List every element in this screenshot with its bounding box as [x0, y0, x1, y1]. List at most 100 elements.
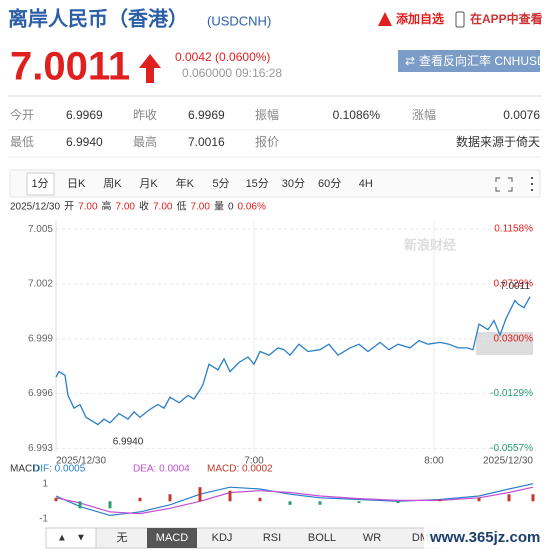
- legend-entry: DIF: 0.0005: [33, 464, 86, 475]
- change: 0.0042 (0.0600%): [175, 50, 270, 64]
- macd-bar: [318, 501, 322, 505]
- info-label: 开: [64, 202, 74, 213]
- info-value: 7.00: [116, 202, 136, 213]
- macd-bar: [288, 501, 292, 505]
- x-tick-label: 8:00: [424, 456, 444, 467]
- tab[interactable]: 月K: [139, 178, 158, 190]
- macd-bar: [396, 501, 400, 504]
- macd-title: MACD: [10, 464, 39, 475]
- macd-bar: [108, 501, 112, 509]
- stat-label: 涨幅: [412, 107, 436, 122]
- tab[interactable]: 5分: [212, 177, 229, 190]
- macd-bar: [258, 497, 262, 502]
- tab[interactable]: 年K: [176, 176, 195, 190]
- tab[interactable]: 30分: [282, 177, 305, 190]
- y-tick-label: 6.993: [28, 443, 53, 454]
- macd-bar: [438, 499, 442, 502]
- watch-icon[interactable]: [378, 12, 392, 26]
- open-app[interactable]: 在APP中查看: [470, 11, 543, 26]
- macd-bar: [198, 487, 202, 502]
- indicator-tab[interactable]: 无: [117, 532, 128, 544]
- macd-line: [55, 486, 534, 515]
- y2-tick-label: 0.1158%: [494, 224, 533, 235]
- stat-value: 6.9969: [66, 108, 103, 122]
- macd-bar: [507, 494, 511, 502]
- tab[interactable]: 周K: [103, 177, 122, 190]
- info-label: 高: [102, 200, 112, 213]
- add-watch[interactable]: 添加自选: [396, 11, 444, 26]
- title: 离岸人民币（香港）: [8, 6, 188, 30]
- y-tick-label: 6.996: [28, 388, 53, 399]
- macd-bar: [78, 501, 82, 509]
- stat-value: 0.1086%: [333, 108, 381, 122]
- site-watermark: www.365jz.com: [429, 529, 540, 546]
- indicator-tab[interactable]: BOLL: [308, 532, 336, 544]
- phone-icon[interactable]: [455, 11, 465, 28]
- reverse-button[interactable]: [398, 50, 540, 72]
- code: (USDCNH): [207, 13, 271, 28]
- watermark: 新浪财经: [404, 237, 456, 252]
- indicator-selected: [147, 528, 197, 548]
- y2-tick-label: 0.0729%: [494, 279, 534, 290]
- tab[interactable]: 60分: [318, 177, 341, 190]
- indicator-tab[interactable]: WR: [363, 532, 381, 544]
- y-tick-label: -1: [39, 514, 48, 525]
- y-tick-label: 7.002: [28, 279, 53, 290]
- tab-selected: [26, 172, 55, 196]
- indicator-tab[interactable]: KDJ: [212, 532, 233, 544]
- macd-bar: [54, 497, 58, 502]
- info-value: 7.00: [190, 202, 210, 213]
- x-tick-label: 2025/12/30: [483, 456, 533, 467]
- macd-bar: [531, 494, 535, 502]
- tab[interactable]: 日K: [67, 178, 86, 190]
- macd-bar: [228, 490, 232, 502]
- legend-entry: MACD: 0.0002: [207, 464, 273, 475]
- macd-bar: [138, 497, 142, 502]
- scroll-down[interactable]: ▼: [76, 533, 86, 544]
- info-pct: 0.06%: [238, 202, 266, 213]
- stat-label: 最低: [10, 135, 34, 149]
- stat-label: 报价: [255, 134, 279, 149]
- fullscreen-icon[interactable]: [495, 177, 513, 192]
- y2-tick-label: 0.0300%: [494, 333, 534, 344]
- x-tick-label: 2025/12/30: [56, 456, 106, 467]
- macd-bar: [357, 501, 361, 504]
- quote-time: 0.060000 09:16:28: [182, 66, 282, 80]
- price-band: [476, 332, 533, 355]
- stat-label: 今开: [10, 107, 34, 122]
- y-tick-label: 6.999: [28, 333, 53, 344]
- scroll-buttons: [45, 527, 97, 549]
- stat-label: 昨收: [133, 108, 157, 122]
- info-value: 7.00: [78, 202, 98, 213]
- reverse-icon: ⇄: [405, 54, 415, 68]
- y2-tick-label: -0.0557%: [490, 443, 533, 454]
- stat-label: 振幅: [255, 107, 279, 122]
- annotation: 7.0011: [500, 281, 530, 292]
- y-tick-label: 7.005: [28, 224, 53, 235]
- tab-bar: [9, 169, 541, 198]
- indicator-tab[interactable]: RSI: [263, 532, 281, 544]
- info-label: 量: [214, 201, 224, 213]
- stat-value: 数据来源于倚天: [456, 134, 540, 149]
- y-tick-label: 1: [42, 478, 48, 489]
- info-label: 低: [176, 200, 186, 213]
- indicator-tab[interactable]: MACD: [156, 532, 188, 544]
- info-value: 7.00: [153, 202, 173, 213]
- annotation: 6.9940: [113, 437, 144, 448]
- up-arrow: [139, 54, 161, 83]
- legend-entry: DEA: 0.0004: [133, 464, 190, 475]
- tab[interactable]: 1分: [31, 177, 48, 190]
- reverse-label[interactable]: 查看反向汇率 CNHUSD: [419, 53, 546, 68]
- stat-value: 0.0076: [503, 108, 540, 122]
- price: 7.0011: [10, 45, 130, 89]
- stat-value: 6.9940: [66, 135, 103, 149]
- watermark-bg: [424, 527, 550, 550]
- scroll-up[interactable]: ▲: [57, 533, 67, 544]
- info-label: 收: [139, 200, 149, 213]
- macd-bar: [168, 494, 172, 502]
- tab[interactable]: 4H: [359, 178, 373, 190]
- tab[interactable]: 15分: [246, 177, 269, 190]
- macd-bar: [477, 497, 481, 502]
- price-line: [55, 296, 531, 426]
